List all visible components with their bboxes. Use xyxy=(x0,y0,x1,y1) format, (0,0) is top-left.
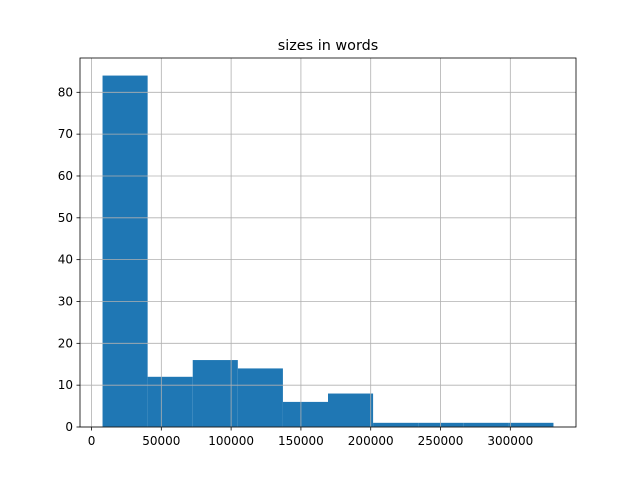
bar xyxy=(373,422,419,427)
bar xyxy=(147,376,193,427)
y-tick-label: 50 xyxy=(58,211,73,225)
y-tick-label: 80 xyxy=(58,85,73,99)
bar xyxy=(237,368,283,427)
bar xyxy=(508,422,554,427)
y-tick-label: 10 xyxy=(58,378,73,392)
plot-frame xyxy=(79,57,577,428)
y-tick-label: 60 xyxy=(58,169,73,183)
bar xyxy=(463,422,509,427)
x-tick-label: 50000 xyxy=(142,434,180,448)
x-tick-label: 200000 xyxy=(348,434,394,448)
y-tick-label: 20 xyxy=(58,336,73,350)
y-tick-label: 40 xyxy=(58,253,73,267)
y-tick-label: 70 xyxy=(58,127,73,141)
bar xyxy=(282,401,328,427)
x-tick-label: 0 xyxy=(88,434,96,448)
bar xyxy=(328,393,374,427)
y-tick-label: 30 xyxy=(58,294,73,308)
x-tick-label: 300000 xyxy=(487,434,533,448)
x-tick-label: 250000 xyxy=(418,434,464,448)
bar xyxy=(192,360,238,427)
y-tick-label: 0 xyxy=(65,420,73,434)
chart-title: sizes in words xyxy=(278,38,379,54)
bar xyxy=(102,75,148,428)
x-tick-label: 100000 xyxy=(208,434,254,448)
x-tick-label: 150000 xyxy=(278,434,324,448)
